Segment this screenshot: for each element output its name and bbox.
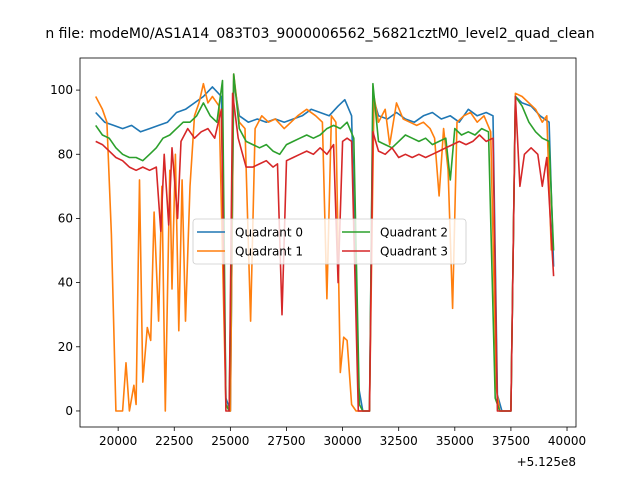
- x-tick-label: 30000: [323, 434, 361, 448]
- x-tick-label: 32500: [380, 434, 418, 448]
- legend: Quadrant 0 Quadrant 1 Quadrant 2 Quadrant 3: [192, 218, 467, 265]
- legend-label-quadrant-0: Quadrant 0: [235, 226, 303, 240]
- plot-frame: [79, 57, 577, 428]
- chart-title: n file: modeM0/AS1A14_083T03_9000006562_…: [45, 26, 594, 42]
- legend-label-quadrant-3: Quadrant 3: [380, 245, 448, 259]
- legend-box: [192, 218, 467, 265]
- y-tick-label: 20: [58, 340, 73, 354]
- y-axis: 0 20 40 60 80 100: [50, 83, 80, 418]
- x-tick-label: 35000: [436, 434, 474, 448]
- series-layer: [94, 73, 555, 412]
- x-offset-label: +5.125e8: [517, 455, 576, 469]
- y-tick-label: 40: [58, 276, 73, 290]
- y-tick-label: 60: [58, 211, 73, 225]
- x-axis: 20000 22500 25000 27500 30000 32500 35000 37500…: [99, 427, 586, 448]
- x-tick-label: 20000: [99, 434, 137, 448]
- series-line-quadrant-3: [95, 92, 555, 412]
- x-tick-label: 25000: [211, 434, 249, 448]
- x-tick-label: 22500: [155, 434, 193, 448]
- legend-label-quadrant-1: Quadrant 1: [235, 245, 303, 259]
- x-tick-label: 37500: [492, 434, 530, 448]
- legend-label-quadrant-2: Quadrant 2: [380, 226, 448, 240]
- x-tick-label: 27500: [267, 434, 305, 448]
- series-line-quadrant-2: [95, 73, 555, 412]
- series-line-quadrant-0: [95, 79, 555, 412]
- y-tick-label: 0: [65, 404, 73, 418]
- y-tick-label: 100: [50, 83, 73, 97]
- y-tick-label: 80: [58, 147, 73, 161]
- series-line-quadrant-1: [94, 73, 553, 412]
- x-tick-label: 40000: [548, 434, 586, 448]
